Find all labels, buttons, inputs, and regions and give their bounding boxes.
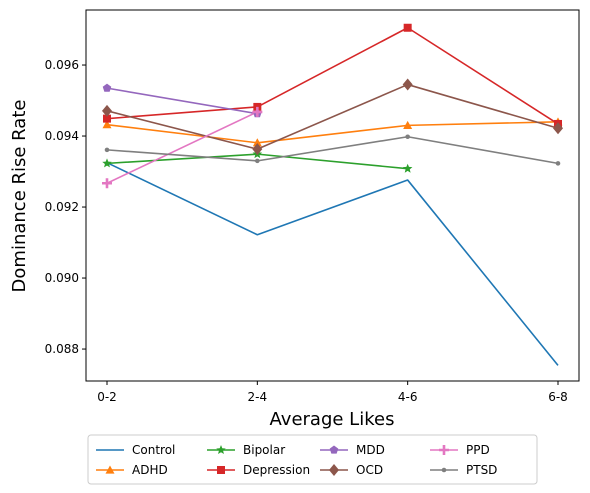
y-tick-label: 0.094 — [45, 129, 79, 143]
y-axis-title: Dominance Rise Rate — [9, 100, 30, 293]
x-tick-label: 2-4 — [248, 390, 268, 404]
data-point-bipolar — [402, 163, 413, 173]
plot-frame — [85, 9, 580, 382]
series-markers — [102, 23, 563, 189]
data-point-mdd — [102, 83, 112, 92]
legend: Control ADHD Bipolar Depression MDD OCD PPD PTS… — [87, 434, 538, 485]
data-point-ptsd — [555, 161, 561, 166]
data-point-depression — [103, 114, 111, 123]
legend-label-ocd: OCD — [356, 463, 383, 477]
legend-marker-ppd — [439, 445, 449, 455]
data-point-depression — [403, 23, 412, 32]
y-axis: 0.088 0.090 0.092 0.094 0.096 — [45, 58, 86, 356]
legend-marker-bipolar — [216, 445, 226, 455]
legend-label-control: Control — [132, 443, 175, 457]
x-tick-label: 6-8 — [548, 390, 568, 404]
data-point-ppd — [252, 106, 263, 117]
data-point-ptsd — [104, 147, 110, 153]
data-point-ptsd — [405, 134, 410, 140]
series-line-depression — [106, 26, 559, 125]
series-line-mdd — [106, 87, 258, 115]
legend-label-mdd: MDD — [356, 443, 385, 457]
x-axis-title: Average Likes — [270, 409, 395, 430]
y-tick-label: 0.090 — [45, 271, 79, 285]
legend-marker-depression — [217, 466, 225, 474]
data-point-ptsd — [255, 158, 260, 164]
legend-label-bipolar: Bipolar — [243, 443, 285, 457]
data-point-ppd — [102, 178, 112, 189]
legend-label-ppd: PPD — [466, 443, 490, 457]
data-point-ocd — [102, 104, 112, 117]
y-tick-label: 0.088 — [45, 342, 79, 356]
series-line-control — [106, 161, 559, 366]
legend-marker-mdd — [329, 445, 339, 454]
legend-label-ptsd: PTSD — [466, 463, 497, 477]
legend-frame — [87, 434, 538, 485]
series-line-ppd — [106, 111, 258, 184]
legend-label-adhd: ADHD — [132, 463, 168, 477]
data-point-ocd — [553, 122, 563, 135]
series-line-ptsd — [106, 135, 559, 165]
x-tick-label: 4-6 — [398, 390, 418, 404]
y-tick-label: 0.092 — [45, 200, 79, 214]
legend-marker-ptsd — [441, 467, 447, 473]
data-point-ocd — [402, 78, 413, 91]
series-lines — [106, 26, 559, 366]
series-line-ocd — [106, 83, 559, 150]
data-point-ocd — [252, 143, 263, 156]
data-point-adhd — [403, 120, 413, 129]
legend-marker-adhd — [105, 465, 115, 474]
legend-marker-ocd — [329, 464, 339, 476]
y-tick-label: 0.096 — [45, 58, 79, 72]
legend-label-depression: Depression — [243, 463, 310, 477]
x-axis: 0-2 2-4 4-6 6-8 — [97, 381, 568, 404]
x-tick-label: 0-2 — [97, 390, 117, 404]
data-point-adhd — [102, 120, 112, 129]
data-point-adhd — [252, 138, 262, 147]
series-line-adhd — [106, 121, 559, 144]
data-point-bipolar — [102, 158, 112, 168]
